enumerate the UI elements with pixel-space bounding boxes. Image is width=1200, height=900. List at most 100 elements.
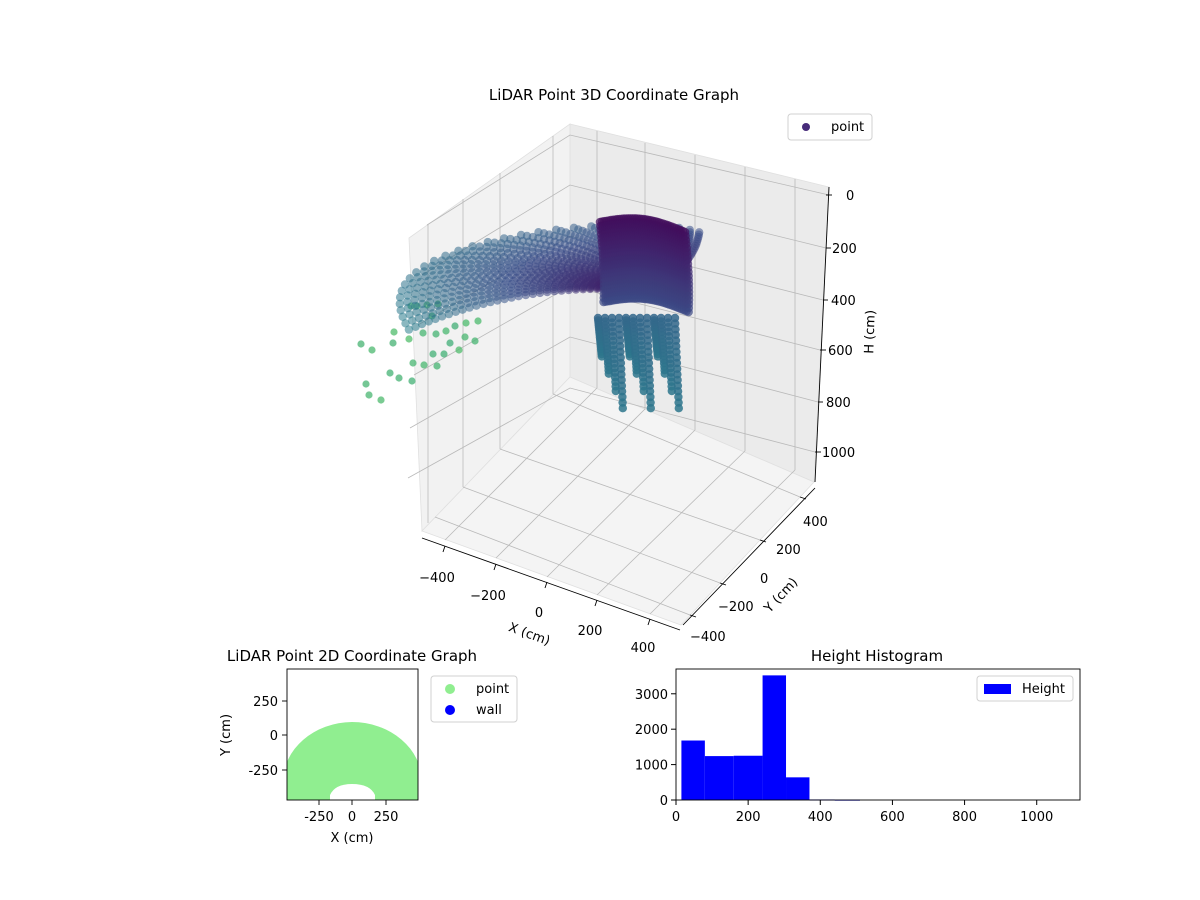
z-tick-label: 200: [832, 242, 857, 257]
y-tick-label: -250: [248, 764, 278, 779]
y-tick-label: 3000: [635, 688, 668, 703]
chart-2d: LiDAR Point 2D Coordinate Graph -250 0 2…: [219, 647, 517, 846]
scatter-point: [474, 317, 481, 324]
scatter-point: [552, 226, 560, 234]
scatter-point: [462, 319, 469, 326]
legend-3d-label: point: [831, 120, 864, 135]
scatter-point: [455, 346, 462, 353]
scatter-point: [441, 252, 449, 260]
scatter-point: [500, 234, 508, 242]
scatter-point: [357, 340, 364, 347]
scatter-point: [390, 328, 397, 335]
legend-hist-swatch: [984, 684, 1011, 694]
y-axis-label-2d: Y (cm): [219, 714, 234, 757]
scatter-point: [362, 380, 369, 387]
x-tick-label: 200: [578, 624, 603, 639]
legend-2d-point-label: point: [476, 682, 509, 697]
scatter-point: [365, 391, 372, 398]
scatter-point: [395, 374, 402, 381]
y-tick-labels-2d: 250 0 -250: [248, 695, 278, 779]
histogram-bar: [786, 777, 809, 800]
scatter-point: [446, 339, 453, 346]
scatter-point: [442, 327, 449, 334]
x-axis-label-3d: X (cm): [506, 620, 552, 649]
x-tick-label: 600: [880, 810, 905, 825]
y-tick-label: 1000: [635, 759, 668, 774]
chart-histogram: Height Histogram 0 200 400 600 800 1000 0 1000 2…: [635, 647, 1080, 825]
y-tick-label: −200: [718, 600, 754, 615]
x-tick-label: 0: [535, 606, 543, 621]
histogram-bar: [705, 756, 734, 800]
scatter-point: [484, 238, 492, 246]
scatter-point: [471, 337, 478, 344]
scatter-point: [406, 274, 414, 282]
scatter-point: [412, 268, 420, 276]
scatter-point: [433, 362, 440, 369]
y-tick-label: 2000: [635, 723, 668, 738]
x-axis-label-2d: X (cm): [331, 831, 374, 846]
histogram-bar: [763, 675, 786, 800]
scatter-point: [432, 330, 439, 337]
scatter-point: [430, 257, 438, 265]
y-tick-label: −400: [690, 630, 726, 645]
legend-2d: point wall: [431, 676, 517, 722]
scatter-point: [440, 350, 447, 357]
scatter-point: [468, 242, 476, 250]
legend-hist-label: Height: [1022, 682, 1065, 697]
chart-3d: LiDAR Point 3D Coordinate Graph: [357, 86, 878, 656]
scatter-point: [647, 404, 655, 412]
chart-2d-title: LiDAR Point 2D Coordinate Graph: [227, 647, 477, 665]
y-tick-label: 400: [803, 515, 828, 530]
scatter-point: [695, 228, 703, 236]
x-tick-label: 200: [736, 810, 761, 825]
scatter-point: [419, 329, 426, 336]
legend-2d-point-marker: [445, 684, 455, 694]
scatter-point: [461, 333, 468, 340]
z-axis-label-3d: H (cm): [862, 310, 879, 354]
histogram-bar: [681, 741, 704, 800]
scatter-point: [587, 222, 595, 230]
scatter-point: [405, 335, 412, 342]
scatter-point: [619, 404, 627, 412]
scatter-point: [389, 339, 396, 346]
scatter-point: [462, 247, 470, 255]
legend-3d-marker: [802, 123, 810, 131]
legend-3d: point: [788, 114, 872, 140]
scatter-point: [454, 247, 462, 255]
y-tick-label: 250: [253, 695, 278, 710]
scatter-point: [386, 369, 393, 376]
scatter-point: [420, 262, 428, 270]
x-tick-label: 800: [952, 810, 977, 825]
y-tick-label: 0: [270, 729, 278, 744]
z-tick-label: 800: [826, 396, 851, 411]
x-tick-label: −400: [419, 571, 455, 586]
z-tick-label: 0: [846, 189, 854, 204]
y-tick-label: 200: [776, 543, 801, 558]
histogram-bar: [734, 756, 763, 800]
scatter-point: [408, 377, 415, 384]
chart-3d-title: LiDAR Point 3D Coordinate Graph: [489, 86, 739, 104]
scatter-point: [517, 231, 525, 239]
x-tick-label: 400: [808, 810, 833, 825]
y-tick-label: 0: [760, 572, 768, 587]
z-tick-label: 400: [831, 294, 856, 309]
scatter-point: [684, 308, 693, 317]
scatter-point: [429, 350, 436, 357]
legend-2d-wall-marker: [445, 705, 455, 715]
x-tick-labels-2d: -250 0 250: [304, 810, 398, 825]
x-tick-label: 1000: [1020, 810, 1053, 825]
scatter-point: [409, 359, 416, 366]
x-tick-label: 250: [374, 810, 399, 825]
scatter-point: [451, 322, 458, 329]
scatter-point: [377, 396, 384, 403]
legend-hist: Height: [977, 676, 1073, 701]
x-tick-label: 400: [631, 641, 656, 656]
scatter-point: [570, 224, 578, 232]
histogram-title: Height Histogram: [811, 647, 943, 665]
legend-2d-wall-label: wall: [476, 703, 502, 718]
z-tick-label: 600: [828, 344, 853, 359]
y-tick-label: 0: [660, 794, 668, 809]
z-tick-label: 1000: [822, 446, 855, 461]
x-tick-label: −200: [470, 589, 506, 604]
scatter-point: [534, 228, 542, 236]
